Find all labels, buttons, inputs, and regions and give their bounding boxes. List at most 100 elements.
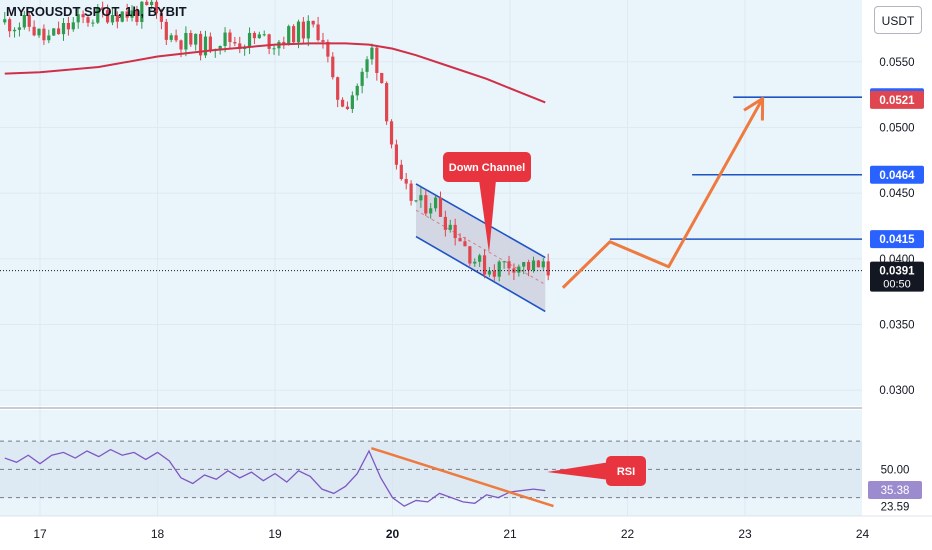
candle-body (527, 262, 531, 271)
candle-body (355, 85, 359, 96)
candle-body (57, 28, 61, 35)
price-tag-label: 0.0521 (879, 95, 915, 107)
candle-body (189, 33, 193, 45)
candle-body (340, 99, 345, 107)
candle-body (375, 47, 379, 73)
down-channel-callout-pointer (479, 180, 496, 253)
candle-body (32, 26, 36, 36)
candle-body (306, 20, 310, 39)
candle-body (429, 208, 433, 214)
channel-upper-line[interactable] (415, 183, 546, 259)
candle-body (179, 40, 183, 50)
candle-body (380, 72, 384, 84)
candle-body (233, 42, 237, 44)
channel-lower-line[interactable] (415, 235, 546, 313)
candle-body (223, 32, 227, 46)
price-tick-label: 0.0300 (879, 385, 914, 397)
time-tick-label: 17 (33, 527, 47, 541)
candle-body (350, 95, 354, 109)
symbol-title: MYROUSDT SPOT, 1h, BYBIT (6, 4, 187, 19)
moving-average-line (4, 42, 546, 104)
candle-body (433, 197, 438, 209)
candle-body (365, 59, 369, 72)
down-channel-callout-box (443, 152, 531, 182)
price-tag (870, 165, 924, 184)
rsi-callout[interactable]: RSI (547, 456, 646, 486)
candle-body (150, 1, 154, 5)
candle-body (12, 29, 17, 32)
candle-body (252, 32, 257, 39)
candle-body (287, 26, 291, 45)
candle-body (71, 22, 75, 30)
rsi-bands (0, 440, 862, 499)
candle-body (42, 28, 46, 41)
candle-body (61, 23, 66, 35)
candle-body (424, 195, 428, 214)
candle-body (463, 241, 467, 247)
candle-body (208, 36, 212, 51)
time-axis-bg (0, 516, 932, 550)
candle-body (301, 21, 305, 39)
candle-body (453, 224, 457, 239)
candle-body (546, 261, 550, 276)
time-tick-label: 24 (856, 527, 870, 541)
time-tick-label: 23 (738, 527, 752, 541)
down-channel (415, 183, 546, 313)
candle-body (531, 260, 536, 271)
candle-body (409, 183, 413, 201)
candle-body (482, 255, 487, 275)
candle-body (86, 17, 90, 23)
candle-body (52, 28, 56, 36)
candle-body (502, 261, 506, 263)
candle-body (311, 20, 315, 25)
time-tick-label: 22 (621, 527, 635, 541)
candle-body (517, 266, 521, 273)
price-tag (870, 230, 924, 249)
candle-body (443, 216, 447, 230)
candle-body (247, 32, 252, 48)
time-tick-label: 20 (386, 527, 400, 541)
candle-body (497, 261, 501, 277)
rsi-callout-pointer (547, 462, 610, 480)
candle-body (96, 7, 100, 23)
time-axis[interactable]: 17 18 19 20 21 22 23 24 (0, 515, 932, 550)
currency-button[interactable]: USDT (874, 6, 922, 34)
candle-body (8, 19, 12, 32)
candle-body (105, 10, 110, 23)
price-tag (870, 261, 924, 292)
rsi-tick-label: 50.00 (881, 464, 910, 476)
candle-body (360, 71, 364, 86)
candle-body (448, 224, 452, 230)
time-tick-label: 18 (151, 527, 165, 541)
candle-body (27, 15, 31, 27)
candle-body (487, 270, 492, 275)
candle-body (115, 15, 119, 22)
rsi-current-tag (868, 481, 922, 500)
candle-body (331, 56, 335, 78)
candle-body (238, 43, 242, 49)
candle-body (125, 11, 129, 18)
price-tag-label: 0.0464 (879, 170, 915, 182)
rsi-line (4, 448, 546, 507)
candle-body (389, 121, 394, 145)
candle-body (164, 21, 168, 40)
candle-body (135, 10, 139, 22)
candle-body (267, 34, 271, 49)
candle-body (522, 262, 526, 267)
candles (3, 0, 550, 282)
rsi-tick-label: 23.59 (881, 502, 910, 514)
candle-body (159, 13, 164, 22)
candle-body (17, 27, 22, 30)
rsi-callout-box (606, 456, 646, 486)
candle-body (296, 21, 301, 43)
candle-body (228, 32, 232, 43)
candle-body (154, 1, 159, 14)
candle-body (3, 19, 7, 23)
down-channel-callout[interactable]: Down Channel (443, 152, 531, 253)
candle-body (478, 255, 482, 262)
candle-body (345, 106, 350, 109)
candle-body (336, 77, 340, 100)
